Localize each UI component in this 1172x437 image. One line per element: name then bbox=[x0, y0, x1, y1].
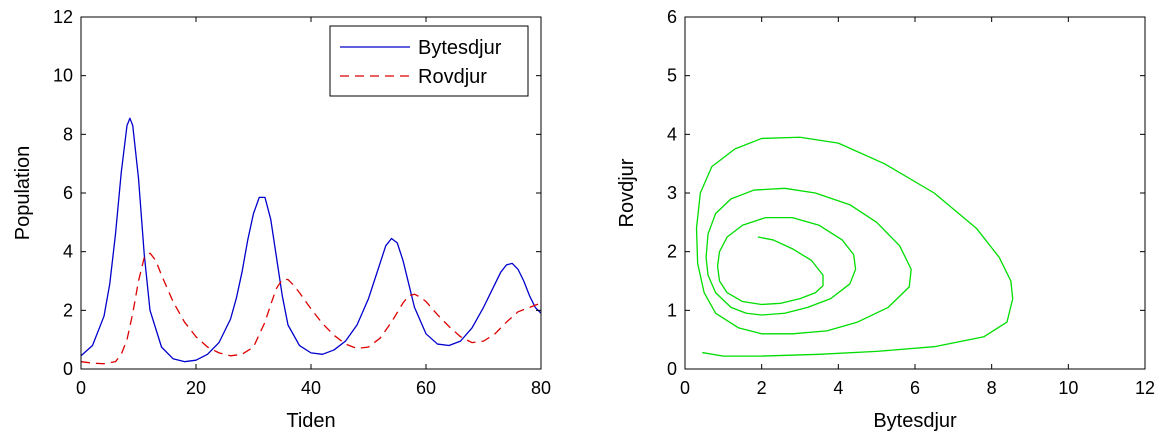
y-tick-label: 0 bbox=[63, 359, 73, 379]
x-tick-label: 20 bbox=[186, 378, 206, 398]
legend: Bytesdjur Rovdjur bbox=[329, 25, 529, 97]
x-tick-label: 10 bbox=[1058, 378, 1078, 398]
y-tick-label: 6 bbox=[667, 7, 677, 27]
series-line-bytesdjur bbox=[81, 117, 541, 363]
y-tick-label: 2 bbox=[63, 300, 73, 320]
y-tick-label: 1 bbox=[667, 300, 677, 320]
legend-label-rovdjur: Rovdjur bbox=[418, 66, 487, 88]
y-tick-label: 6 bbox=[63, 183, 73, 203]
x-tick-label: 80 bbox=[531, 378, 551, 398]
series-line-rovdjur bbox=[81, 252, 541, 365]
y-tick-label: 2 bbox=[667, 242, 677, 262]
x-tick-label: 0 bbox=[680, 378, 690, 398]
chart-1: 0 20 40 60 80 0 2 4 6 8 10 12 Tiden Population Bytesdj… bbox=[12, 7, 551, 432]
series-line-1 bbox=[695, 136, 1014, 357]
y-tick-label: 12 bbox=[53, 7, 73, 27]
x-axis-label: Bytesdjur bbox=[873, 410, 957, 432]
legend-label-bytesdjur: Bytesdjur bbox=[418, 37, 502, 59]
x-tick-label: 4 bbox=[833, 378, 843, 398]
y-tick-label: 4 bbox=[63, 242, 73, 262]
x-tick-label: 0 bbox=[76, 378, 86, 398]
x-tick-label: 8 bbox=[987, 378, 997, 398]
legend-box bbox=[329, 25, 529, 97]
y-tick-label: 4 bbox=[667, 124, 677, 144]
y-tick-label: 10 bbox=[53, 66, 73, 86]
x-tick-label: 2 bbox=[757, 378, 767, 398]
x-tick-label: 40 bbox=[301, 378, 321, 398]
x-axis-label: Tiden bbox=[286, 410, 335, 432]
x-tick-label: 6 bbox=[910, 378, 920, 398]
y-tick-label: 8 bbox=[63, 124, 73, 144]
y-tick-label: 3 bbox=[667, 183, 677, 203]
x-tick-label: 12 bbox=[1135, 378, 1155, 398]
y-tick-label: 5 bbox=[667, 66, 677, 86]
y-axis-label: Rovdjur bbox=[616, 158, 638, 227]
plot-frame bbox=[684, 16, 1146, 370]
y-tick-label: 0 bbox=[667, 359, 677, 379]
y-axis-label: Population bbox=[12, 146, 34, 241]
x-tick-label: 60 bbox=[416, 378, 436, 398]
